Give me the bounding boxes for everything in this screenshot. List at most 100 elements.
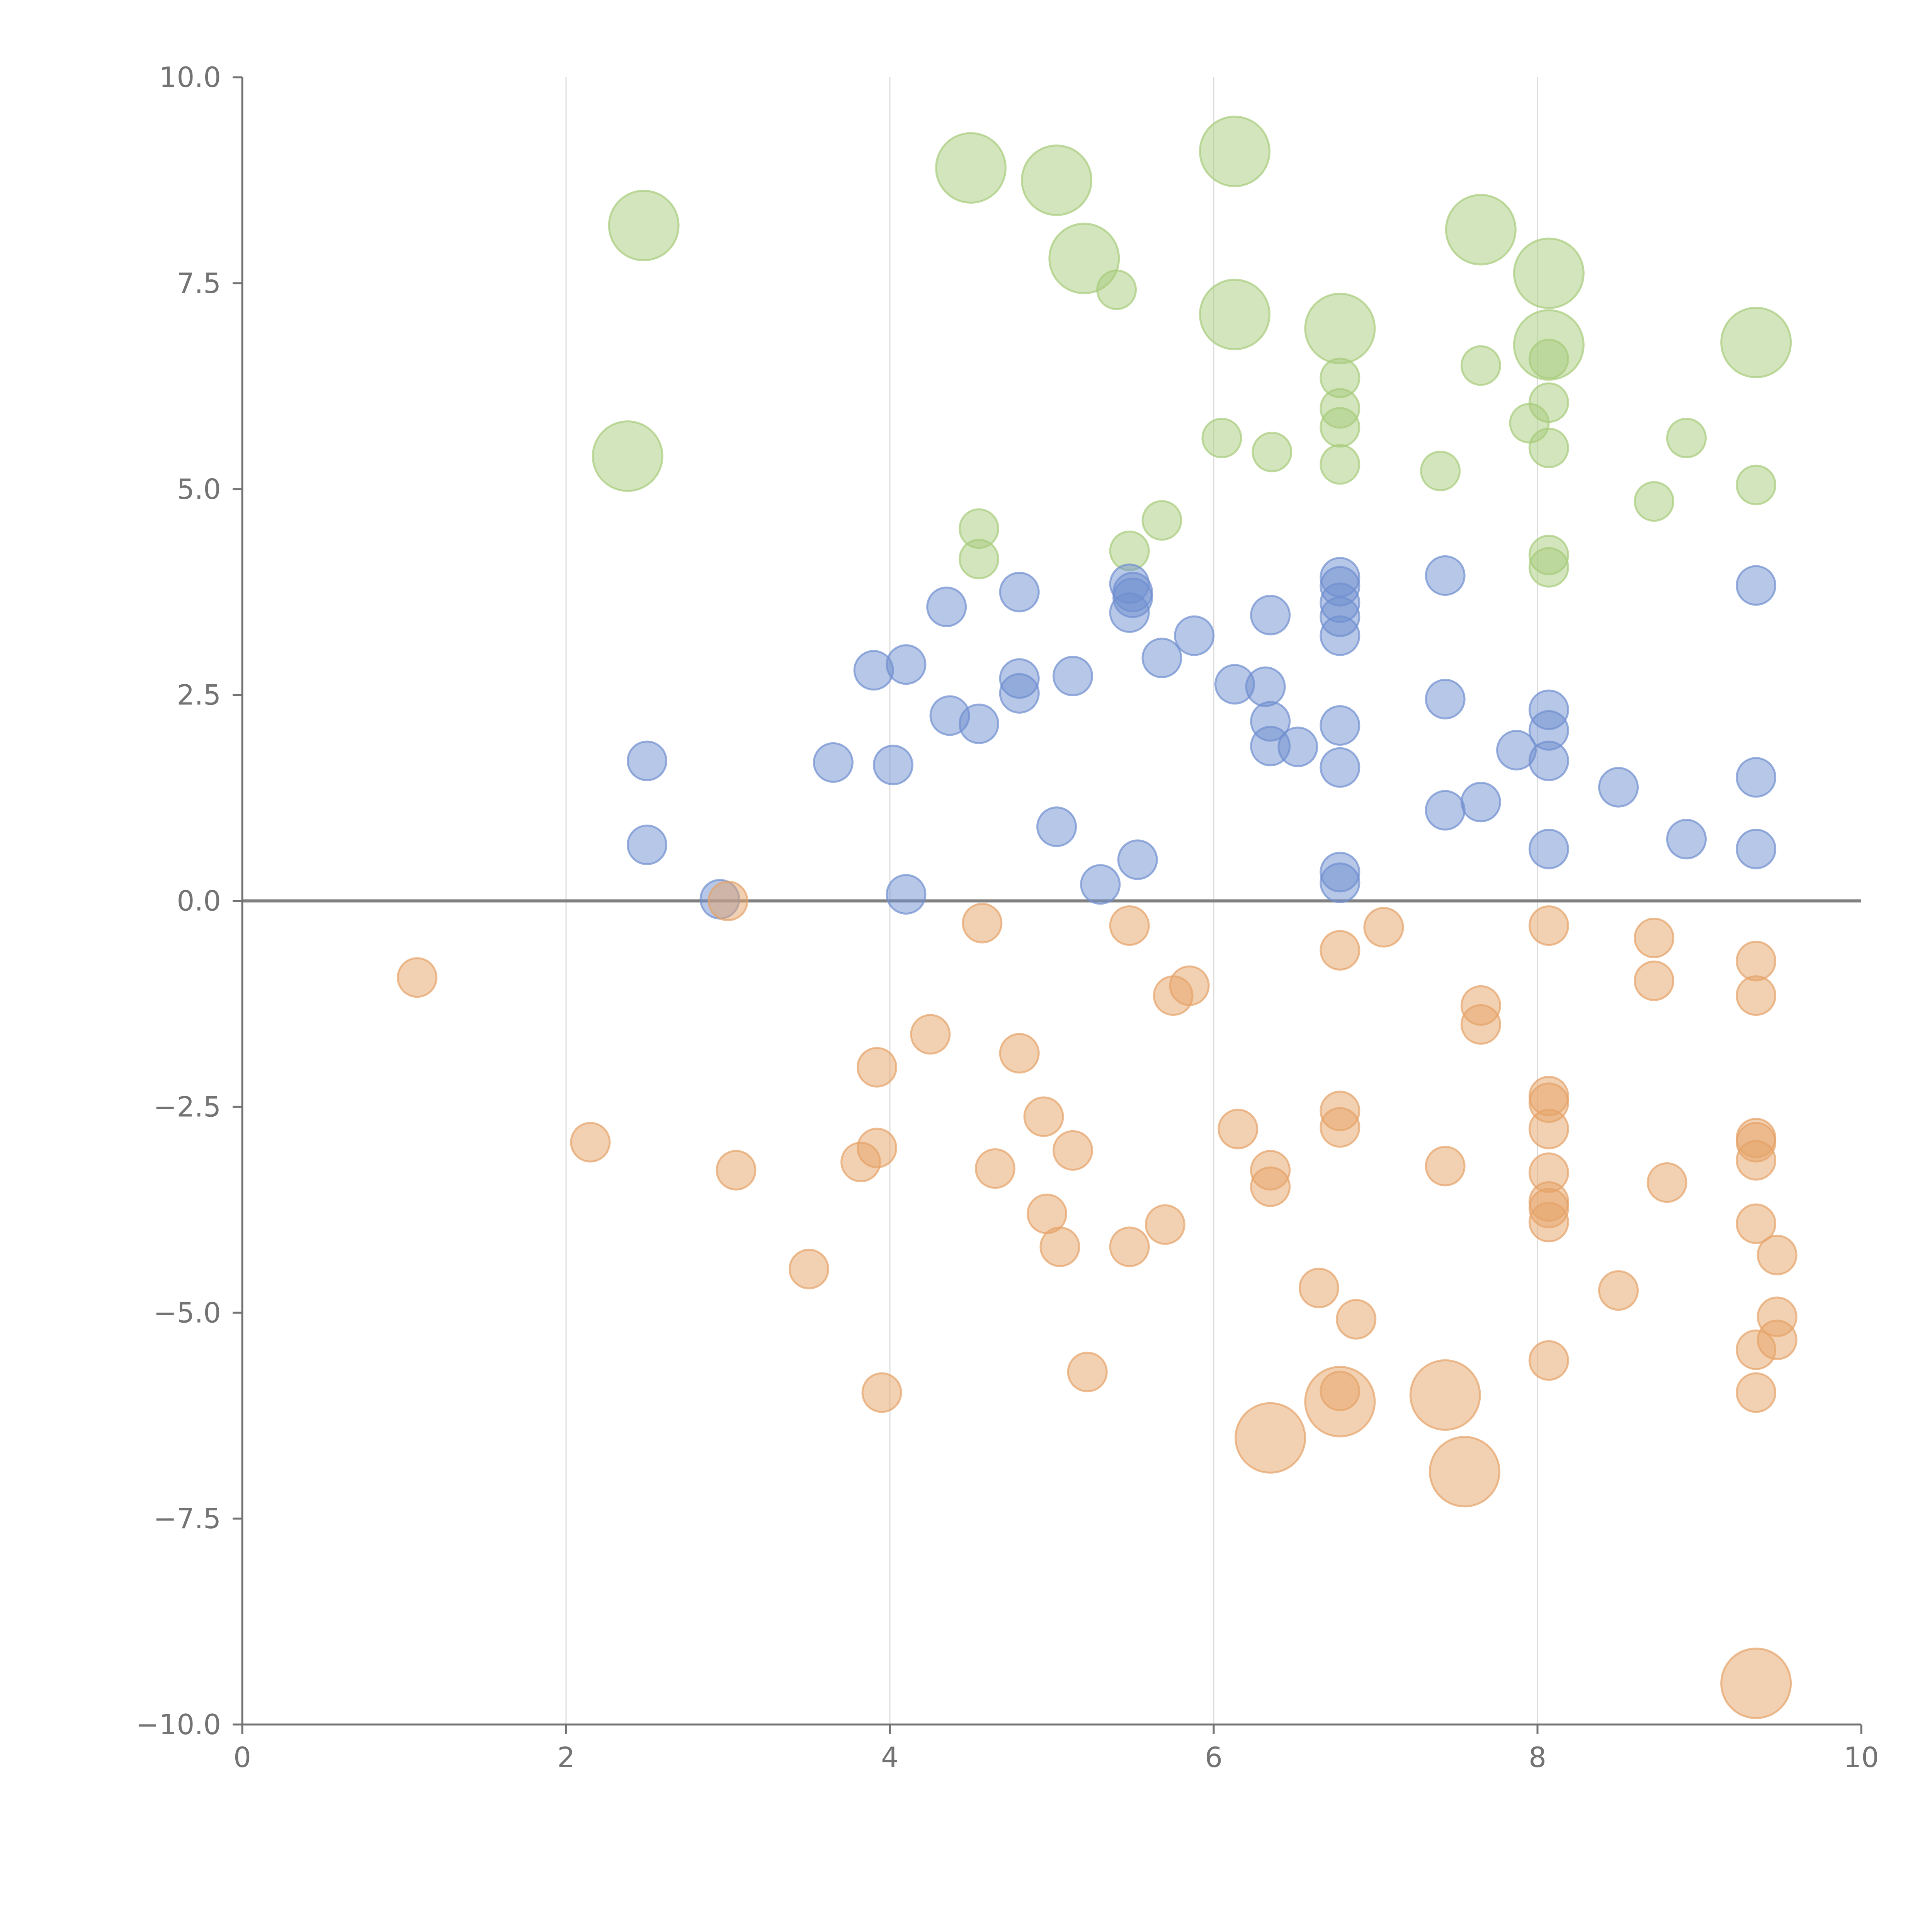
point-low-35 — [1320, 705, 1361, 746]
point-negative-11 — [975, 1148, 1015, 1189]
point-negative-1 — [707, 881, 748, 921]
point-negative-40 — [1528, 905, 1569, 946]
point-low-13 — [999, 673, 1040, 714]
point-low-16 — [1080, 864, 1121, 905]
point-negative-51 — [1634, 960, 1675, 1001]
point-low-51 — [1736, 757, 1777, 798]
point-low-40 — [1425, 679, 1466, 719]
point-negative-47 — [1528, 1202, 1569, 1243]
point-low-41 — [1425, 790, 1466, 831]
point-high-0 — [608, 190, 680, 262]
point-negative-32 — [1304, 1366, 1376, 1437]
point-high-23 — [1528, 382, 1569, 423]
point-negative-4 — [789, 1248, 829, 1289]
point-high-26 — [1634, 481, 1675, 522]
point-low-42 — [1460, 782, 1501, 823]
point-high-1 — [592, 420, 663, 492]
point-negative-58 — [1736, 1203, 1777, 1244]
point-high-20 — [1460, 345, 1501, 386]
point-low-1 — [627, 825, 667, 866]
point-low-3 — [813, 742, 854, 783]
point-high-5 — [1096, 269, 1137, 310]
point-high-27 — [1736, 464, 1777, 505]
point-low-6 — [886, 644, 927, 685]
point-high-33 — [1528, 547, 1569, 588]
point-high-18 — [1252, 432, 1293, 473]
x-tick-label-4: 8 — [1529, 1741, 1546, 1774]
point-low-36 — [1320, 747, 1361, 788]
y-tick-label-4: 0.0 — [177, 885, 221, 917]
point-negative-20 — [1145, 1204, 1185, 1245]
point-negative-17 — [1067, 1352, 1108, 1393]
point-negative-43 — [1528, 1109, 1569, 1150]
point-negative-52 — [1646, 1162, 1687, 1203]
point-high-24 — [1528, 427, 1569, 468]
point-high-2 — [935, 132, 1007, 204]
point-low-11 — [999, 571, 1040, 612]
point-low-22 — [1141, 638, 1182, 679]
x-tick-label-5: 10 — [1844, 1741, 1879, 1774]
point-low-48 — [1598, 767, 1639, 808]
point-low-15 — [1052, 656, 1093, 697]
point-negative-50 — [1634, 917, 1675, 958]
point-high-10 — [1513, 237, 1585, 309]
point-negative-34 — [1363, 907, 1404, 948]
point-negative-3 — [716, 1150, 757, 1191]
point-low-38 — [1320, 862, 1361, 903]
point-high-6 — [1199, 116, 1270, 187]
y-tick-label-7: −7.5 — [153, 1502, 221, 1535]
series-high — [592, 116, 1792, 588]
y-tick-label-3: 2.5 — [177, 679, 221, 711]
point-low-14 — [1036, 806, 1077, 847]
tick-labels: 0 2 4 6 8 10 10.0 7.5 5.0 2.5 0.0 −2.5 −5.0 −7.5 −10.0 — [136, 61, 1879, 1774]
point-negative-10 — [962, 903, 1003, 944]
point-negative-33 — [1336, 1299, 1377, 1340]
x-tick-label-2: 4 — [881, 1741, 899, 1774]
y-tick-label-0: 10.0 — [159, 61, 221, 94]
point-negative-13 — [1023, 1096, 1064, 1137]
point-negative-7 — [856, 1128, 897, 1168]
point-low-25 — [1245, 666, 1286, 707]
point-negative-49 — [1598, 1270, 1639, 1311]
point-negative-39 — [1460, 1004, 1501, 1045]
point-negative-8 — [861, 1372, 902, 1413]
point-negative-26 — [1235, 1402, 1306, 1474]
series-negative — [397, 881, 1798, 1719]
point-low-5 — [872, 745, 913, 786]
y-tick-label-6: −5.0 — [153, 1296, 221, 1329]
point-negative-25 — [1250, 1166, 1291, 1207]
point-negative-61 — [1720, 1647, 1792, 1719]
point-negative-9 — [910, 1014, 951, 1055]
point-negative-18 — [1109, 905, 1150, 946]
point-negative-22 — [1169, 965, 1210, 1006]
point-low-0 — [627, 740, 667, 781]
point-low-50 — [1736, 565, 1777, 606]
point-negative-64 — [1757, 1320, 1798, 1361]
point-low-29 — [1277, 726, 1318, 767]
point-high-12 — [1720, 306, 1792, 378]
point-high-7 — [1199, 279, 1270, 350]
point-high-3 — [1021, 144, 1093, 216]
point-high-19 — [1420, 451, 1461, 492]
point-negative-62 — [1757, 1235, 1798, 1276]
point-negative-12 — [999, 1033, 1040, 1074]
point-negative-30 — [1320, 1107, 1361, 1148]
point-negative-15 — [1039, 1226, 1080, 1267]
y-tick-label-1: 7.5 — [177, 267, 221, 299]
point-high-28 — [1141, 500, 1182, 541]
point-negative-35 — [1425, 1146, 1466, 1187]
point-high-8 — [1304, 293, 1376, 364]
y-tick-label-5: −2.5 — [153, 1090, 221, 1123]
point-low-21 — [1117, 839, 1158, 880]
point-negative-6 — [856, 1047, 897, 1088]
point-low-7 — [886, 874, 927, 915]
point-low-52 — [1736, 828, 1777, 869]
point-low-34 — [1320, 615, 1361, 656]
point-negative-53 — [1736, 940, 1777, 981]
point-negative-60 — [1736, 1372, 1777, 1413]
x-tick-label-1: 2 — [557, 1741, 575, 1774]
data-points — [397, 116, 1798, 1719]
y-tick-label-2: 5.0 — [177, 473, 221, 505]
